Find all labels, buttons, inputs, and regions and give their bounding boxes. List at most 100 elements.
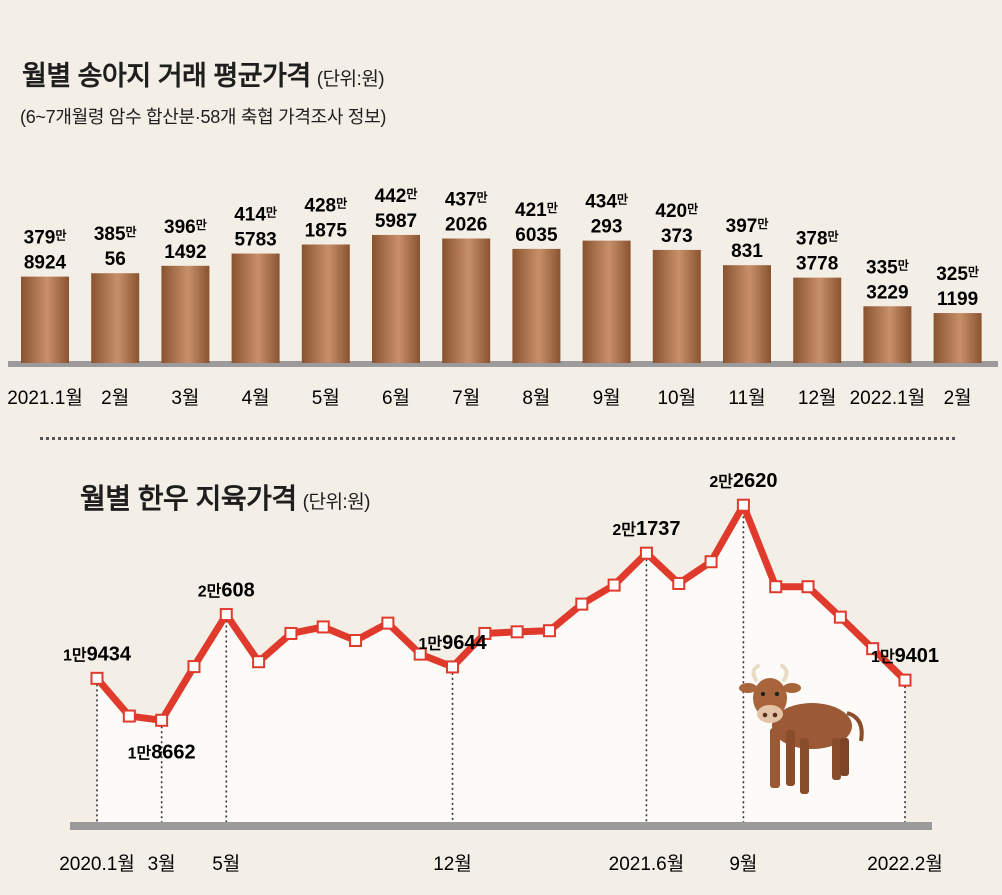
bar-x-label-6: 7월: [452, 387, 480, 409]
line-x-label-20: 9월: [729, 853, 757, 875]
line-chart-unit: (단위:원): [302, 492, 371, 513]
bar-chart: 379만 8924 2021.1월 385만 56 2월 396만 1492 3월 414만 578…: [7, 186, 998, 409]
bar-10: [723, 265, 771, 363]
line-point-8: [349, 634, 363, 648]
bar-9: [652, 249, 701, 363]
line-point-7: [316, 620, 330, 634]
line-point-25: [898, 673, 912, 687]
line-chart-title: 월별 한우 지육가격 (단위:원): [80, 477, 371, 517]
line-x-label-2: 3월: [148, 853, 176, 875]
line-label-0: 1만9434: [63, 643, 132, 665]
line-point-18: [672, 576, 686, 590]
bar-4: [301, 244, 350, 363]
bar-label-top-9: 420만: [655, 201, 698, 222]
bar-chart-unit: (단위:원): [316, 69, 385, 90]
bar-label-bottom-1: 56: [105, 249, 126, 270]
line-point-20: [736, 498, 750, 512]
line-x-label-17: 2021.6월: [609, 853, 685, 875]
cow-icon: [739, 664, 864, 794]
bar-x-label-13: 2월: [944, 387, 972, 409]
bar-label-bottom-5: 5987: [375, 211, 417, 232]
bar-13: [933, 313, 982, 363]
bar-x-label-5: 6월: [382, 387, 410, 409]
bar-label-top-0: 379만: [24, 228, 67, 249]
bar-label-top-3: 414만: [234, 205, 277, 226]
bar-x-label-2: 3월: [171, 387, 199, 409]
line-label-20: 2만2620: [709, 470, 777, 492]
line-point-6: [284, 626, 298, 640]
bar-1: [91, 273, 140, 363]
bar-label-top-4: 428만: [304, 196, 347, 217]
bar-label-bottom-8: 293: [591, 217, 623, 238]
line-point-17: [639, 546, 653, 560]
bar-baseline: [8, 361, 998, 367]
bar-x-label-0: 2021.1월: [7, 387, 83, 409]
line-x-label-25: 2022.2월: [867, 853, 943, 875]
bar-11: [793, 277, 842, 363]
line-baseline: [70, 822, 932, 830]
bar-label-top-12: 335만: [866, 257, 909, 278]
line-point-24: [866, 642, 880, 656]
bar-label-top-6: 437만: [445, 190, 488, 211]
line-chart-title-text: 월별 한우 지육가격: [80, 483, 297, 514]
line-point-4: [219, 608, 233, 622]
bar-label-bottom-10: 831: [731, 241, 763, 262]
bar-label-bottom-0: 8924: [24, 253, 67, 274]
bar-label-top-11: 378만: [796, 229, 839, 250]
bar-x-label-3: 4월: [242, 387, 270, 409]
bar-x-label-12: 2022.1월: [850, 387, 926, 409]
line-point-21: [769, 580, 783, 594]
line-x-label-4: 5월: [212, 853, 240, 875]
bar-label-top-13: 325만: [936, 264, 979, 285]
bar-label-top-10: 397만: [726, 216, 769, 237]
bar-label-bottom-7: 6035: [515, 225, 558, 246]
bar-x-label-9: 10월: [657, 387, 696, 409]
line-point-12: [478, 626, 492, 640]
bar-8: [582, 240, 631, 363]
bar-7: [512, 248, 561, 363]
bar-label-top-2: 396만: [164, 217, 207, 238]
bar-chart-subtitle: (6~7개월령 암수 합산분·58개 축협 가격조사 정보): [20, 107, 387, 127]
line-point-16: [607, 578, 621, 592]
bar-label-bottom-3: 5783: [234, 230, 276, 251]
bar-label-bottom-13: 1199: [937, 289, 978, 310]
line-label-2: 1만8662: [128, 741, 196, 763]
bar-3: [231, 253, 280, 363]
line-point-23: [833, 610, 847, 624]
bar-0: [21, 276, 69, 363]
bar-5: [372, 234, 420, 363]
bar-12: [863, 306, 912, 363]
line-area: [97, 505, 905, 825]
section-divider: [40, 437, 955, 440]
line-point-0: [90, 671, 104, 685]
bar-x-label-10: 11월: [728, 387, 765, 409]
line-point-9: [381, 616, 395, 630]
bar-label-bottom-2: 1492: [164, 242, 206, 263]
bar-label-top-7: 421만: [515, 200, 558, 221]
line-point-10: [413, 647, 427, 661]
line-point-5: [252, 655, 266, 669]
line-point-22: [801, 580, 815, 594]
line-point-19: [704, 555, 718, 569]
bar-label-bottom-11: 3778: [796, 254, 838, 275]
line-x-label-11: 12월: [433, 853, 472, 875]
bar-x-label-4: 5월: [312, 387, 340, 409]
bar-6: [442, 238, 491, 363]
bar-label-top-1: 385만: [94, 224, 137, 245]
bar-label-top-5: 442만: [375, 186, 418, 207]
bar-x-label-11: 12월: [798, 387, 837, 409]
bar-label-bottom-12: 3229: [866, 282, 908, 303]
line-point-14: [542, 624, 556, 638]
bar-chart-title-text: 월별 송아지 거래 평균가격: [22, 61, 311, 91]
bar-label-bottom-9: 373: [661, 226, 693, 247]
line-label-4: 2만608: [198, 580, 255, 602]
line-x-label-0: 2020.1월: [59, 853, 135, 875]
line-point-13: [510, 625, 524, 639]
line-point-1: [122, 709, 136, 723]
bar-x-label-8: 9월: [593, 387, 621, 409]
line-point-3: [187, 660, 201, 674]
bar-x-label-7: 8월: [522, 387, 550, 409]
bar-2: [161, 265, 210, 363]
line-label-17: 2만1737: [612, 518, 680, 540]
